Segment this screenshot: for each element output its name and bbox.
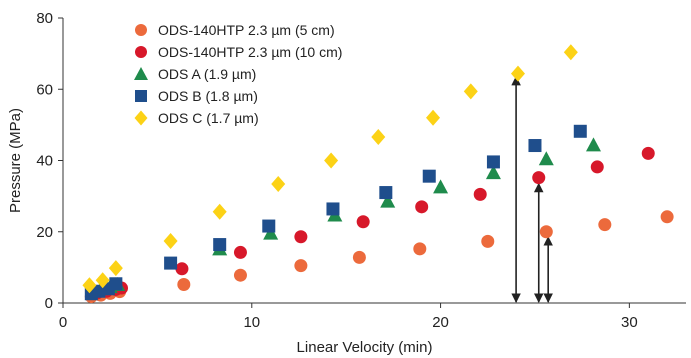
legend-swatch-square [135,90,147,102]
y-tick-label: 0 [45,295,53,312]
data-point-circle [641,146,655,160]
y-tick-label: 60 [36,81,53,98]
y-axis-title: Pressure (MPa) [7,108,24,213]
data-point-diamond [510,65,525,82]
data-point-diamond [82,277,97,294]
data-point-circle [413,242,427,256]
data-point-triangle [263,225,279,240]
data-point-square [326,202,340,216]
x-tick-label: 20 [432,314,449,331]
data-point-circle [294,230,308,244]
data-point-diamond [163,233,178,250]
data-point-circle [352,250,366,264]
data-point-diamond [95,272,110,289]
data-point-square [164,256,178,270]
data-marks [82,44,674,304]
legend-swatch-diamond [134,110,148,126]
data-point-circle [590,160,604,174]
data-point-circle [294,259,308,273]
x-axis-title: Linear Velocity (min) [297,339,433,356]
legend: ODS-140HTP 2.3 µm (5 cm) ODS-140HTP 2.3 µ… [134,22,342,126]
data-point-triangle [433,179,449,194]
data-point-square [213,238,227,252]
annotations [511,75,553,303]
legend-swatch-triangle [134,67,148,80]
y-tick-label: 80 [36,10,53,27]
legend-label: ODS-140HTP 2.3 µm (5 cm) [158,22,335,38]
data-point-square [379,186,393,200]
y-tick-label: 40 [36,153,53,170]
legend-swatch-circle [135,46,147,58]
y-tick-label: 20 [36,224,53,241]
legend-label: ODS B (1.8 µm) [158,88,258,104]
data-point-diamond [463,83,478,100]
legend-swatch-circle [135,24,147,36]
data-point-diamond [271,176,286,193]
axes: 0 10 20 30 0 20 40 60 80 [36,10,686,331]
data-point-square [422,169,436,183]
data-point-circle [481,234,495,248]
data-point-circle [233,245,247,259]
series-5 [82,44,578,294]
data-point-circle [598,218,612,232]
data-point-square [486,155,500,169]
data-point-triangle [585,137,601,152]
data-point-circle [356,215,370,229]
data-point-circle [177,277,191,291]
legend-label: ODS-140HTP 2.3 µm (10 cm) [158,44,342,60]
data-point-square [109,277,123,291]
data-point-square [528,139,542,153]
data-point-circle [473,187,487,201]
legend-label: ODS A (1.9 µm) [158,66,256,82]
series-2 [90,146,655,300]
series-3 [85,137,601,298]
data-point-circle [415,200,429,214]
data-point-triangle [538,151,554,166]
x-tick-label: 30 [621,314,638,331]
data-point-diamond [324,152,339,169]
data-point-diamond [371,128,386,145]
series-4 [84,124,587,301]
data-point-circle [660,210,674,224]
data-point-diamond [212,203,227,220]
data-point-diamond [108,260,123,277]
data-point-circle [175,262,189,276]
data-point-diamond [426,109,441,126]
data-point-circle [532,171,546,185]
data-point-triangle [380,193,396,208]
data-point-square [262,219,276,233]
x-tick-label: 0 [59,314,67,331]
data-point-diamond [563,44,578,61]
x-tick-label: 10 [243,314,260,331]
data-point-square [573,124,587,138]
data-point-circle [539,225,553,239]
data-point-triangle [485,165,501,180]
data-point-circle [233,268,247,282]
legend-label: ODS C (1.7 µm) [158,110,259,126]
